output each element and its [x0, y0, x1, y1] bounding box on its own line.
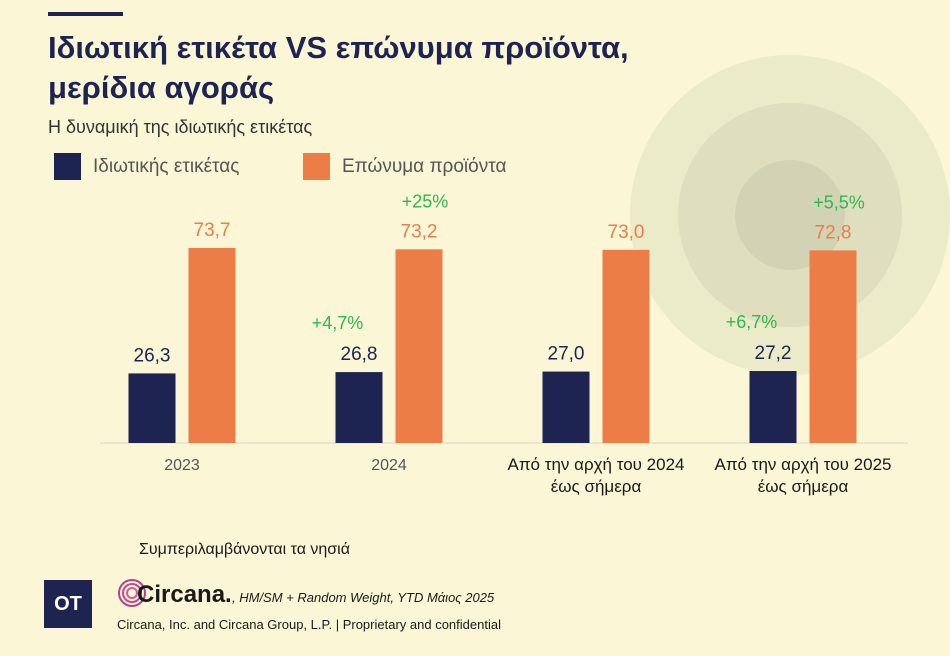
data-label-private-label-1: 26,8 — [341, 344, 378, 365]
bar-private-label-1 — [335, 372, 383, 443]
chart-marks: 26,3 73,7 2023 26,8 +4,7% 73,2 +25% 2024 27,0 73,… — [128, 191, 892, 496]
bar-private-label-2 — [542, 371, 590, 443]
bar-private-label-3 — [749, 371, 797, 443]
copyright-note: Circana, Inc. and Circana Group, L.P. | … — [117, 617, 501, 632]
bar-branded-3 — [809, 250, 857, 443]
accent-line — [48, 12, 123, 16]
x-tick-label-3-1: έως σήμερα — [758, 477, 849, 496]
legend-item-branded: Επώνυμα προϊόντα — [303, 153, 506, 180]
source-note: , HM/SM + Random Weight, YTD Μάιος 2025 — [232, 590, 495, 605]
growth-label-branded-1: +25% — [402, 191, 449, 211]
legend-item-private-label: Ιδιωτικής ετικέτας — [54, 153, 239, 180]
x-tick-label-1-0: 2024 — [371, 457, 407, 474]
title-line-2: μερίδια αγοράς — [48, 70, 275, 105]
chart-subtitle: Η δυναμική της ιδιωτικής ετικέτας — [48, 117, 313, 137]
bar-branded-2 — [602, 249, 650, 443]
circana-wordmark: Circana. — [137, 581, 232, 608]
growth-label-private-label-3: +6,7% — [726, 312, 778, 332]
x-tick-label-0-0: 2023 — [164, 457, 200, 474]
x-tick-label-3-0: Από την αρχή του 2025 — [714, 455, 891, 474]
bar-branded-0 — [188, 248, 236, 443]
circana-logo-icon — [118, 579, 146, 607]
legend-label-branded: Επώνυμα προϊόντα — [342, 155, 507, 177]
ot-logo: OT — [44, 580, 92, 628]
x-tick-label-2-0: Από την αρχή του 2024 — [507, 455, 684, 474]
data-label-private-label-0: 26,3 — [134, 345, 171, 366]
x-tick-label-2-1: έως σήμερα — [551, 477, 642, 496]
legend-swatch-private-label — [54, 153, 81, 180]
legend-swatch-branded — [303, 153, 330, 180]
data-label-branded-2: 73,0 — [608, 222, 645, 243]
decor-circle-inner — [735, 160, 845, 270]
title-line-1: Ιδιωτική ετικέτα VS επώνυμα προϊόντα, — [48, 30, 629, 65]
bar-private-label-0 — [128, 373, 176, 443]
footnote: Συμπεριλαμβάνονται τα νησιά — [139, 541, 350, 558]
data-label-branded-1: 73,2 — [401, 221, 438, 242]
growth-label-private-label-1: +4,7% — [312, 313, 364, 333]
growth-label-branded-3: +5,5% — [813, 192, 865, 212]
data-label-branded-3: 72,8 — [815, 222, 852, 243]
bar-chart: 26,3 73,7 2023 26,8 +4,7% 73,2 +25% 2024 27,0 73,… — [100, 55, 950, 496]
decorative-circles — [630, 55, 950, 375]
data-label-private-label-2: 27,0 — [548, 344, 585, 365]
data-label-branded-0: 73,7 — [194, 220, 231, 241]
data-label-private-label-3: 27,2 — [755, 343, 792, 364]
legend-label-private-label: Ιδιωτικής ετικέτας — [93, 155, 240, 177]
chart-title: Ιδιωτική ετικέτα VS επώνυμα προϊόντα, με… — [48, 28, 748, 108]
bar-branded-1 — [395, 249, 443, 443]
